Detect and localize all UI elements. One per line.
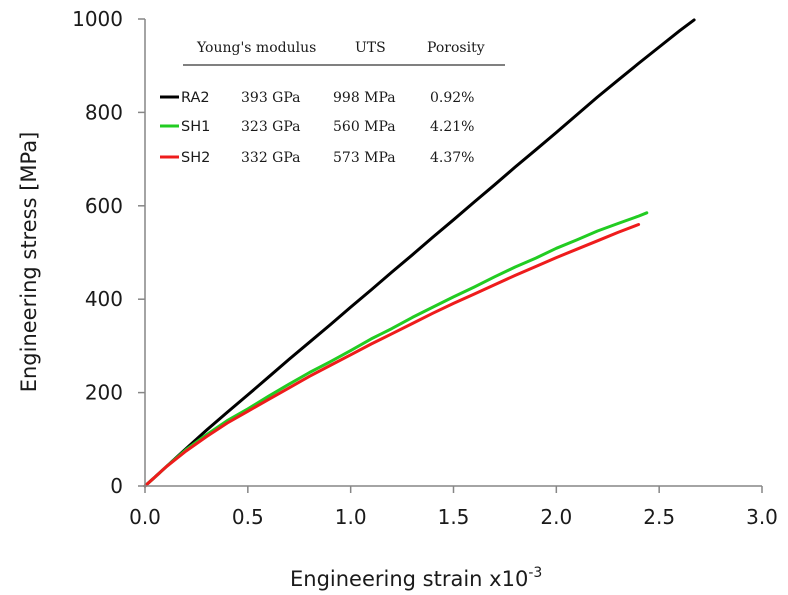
- series-line-sh1: [143, 211, 649, 488]
- series-line-sh2: [143, 223, 641, 488]
- y-tick-label: 200: [85, 381, 123, 405]
- legend-name-sh2: SH2: [181, 150, 210, 166]
- legend-modulus-sh1: 323 GPa: [241, 119, 301, 135]
- legend: Young's modulus UTS Porosity RA2 393 GPa…: [160, 40, 505, 166]
- x-tick-label: 1.5: [438, 505, 470, 529]
- legend-porosity-ra2: 0.92%: [430, 90, 474, 106]
- y-tick-label: 400: [85, 287, 123, 311]
- legend-porosity-sh1: 4.21%: [430, 119, 474, 135]
- x-tick-label: 0.5: [232, 505, 264, 529]
- x-tick-label: 2.0: [540, 505, 572, 529]
- legend-uts-ra2: 998 MPa: [333, 90, 396, 106]
- x-tick-label: 2.5: [643, 505, 675, 529]
- x-axis-title-text: Engineering strain x10: [290, 567, 528, 591]
- y-tick-label: 0: [110, 474, 123, 498]
- x-tick-label: 3.0: [746, 505, 778, 529]
- y-tick-label: 800: [85, 100, 123, 124]
- legend-header-uts: UTS: [355, 40, 386, 56]
- legend-uts-sh1: 560 MPa: [333, 119, 396, 135]
- y-tick-label: 1000: [72, 7, 123, 31]
- x-tick-label: 1.0: [335, 505, 367, 529]
- legend-modulus-sh2: 332 GPa: [241, 150, 301, 166]
- legend-header-modulus: Young's modulus: [196, 40, 316, 56]
- legend-uts-sh2: 573 MPa: [333, 150, 396, 166]
- ticks: 0.0 0.5 1.0 1.5 2.0 2.5 3.0 0 200 400 600 800 1000: [72, 7, 778, 529]
- plot-lines: [143, 18, 696, 488]
- x-axis-title-exponent: -3: [528, 565, 542, 581]
- series-line-ra2: [143, 18, 696, 488]
- legend-name-ra2: RA2: [181, 90, 210, 106]
- y-axis-title: Engineering stress [MPa]: [17, 132, 41, 393]
- x-axis-title: Engineering strain x10-3: [290, 565, 542, 591]
- legend-modulus-ra2: 393 GPa: [241, 90, 301, 106]
- x-tick-label: 0.0: [129, 505, 161, 529]
- y-tick-label: 600: [85, 194, 123, 218]
- legend-porosity-sh2: 4.37%: [430, 150, 474, 166]
- legend-header-porosity: Porosity: [427, 40, 485, 56]
- legend-name-sh1: SH1: [181, 119, 210, 135]
